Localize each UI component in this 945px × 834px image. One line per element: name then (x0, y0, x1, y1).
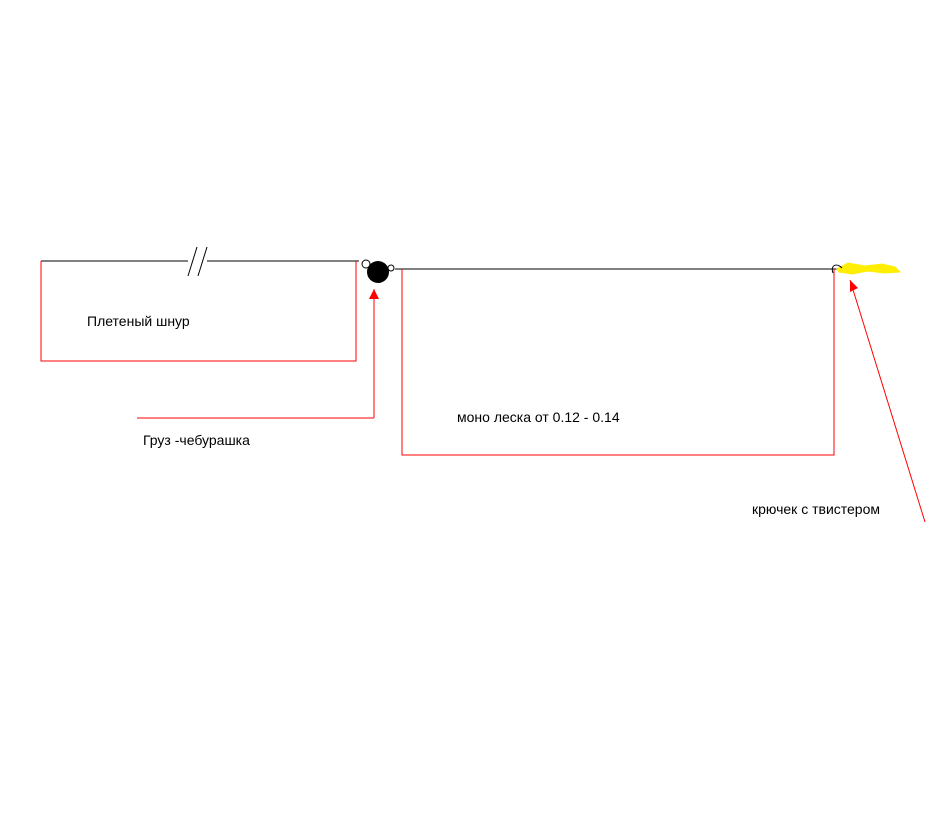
arrow-weight-head (369, 289, 379, 299)
label-braided-line: Плетеный шнур (87, 313, 190, 329)
label-weight: Груз -чебурашка (143, 432, 250, 448)
weight-ring-right (388, 265, 394, 271)
label-mono-line: моно леска от 0.12 - 0.14 (457, 409, 620, 425)
arrow-lure-head (850, 280, 858, 292)
cheburashka-weight (367, 261, 389, 283)
arrow-lure-shaft (850, 280, 925, 522)
bracket-mono (402, 269, 834, 455)
twister-lure (837, 263, 900, 274)
line-break-symbol (198, 247, 207, 276)
label-lure: крючек с твистером (752, 501, 880, 517)
line-break-symbol (188, 247, 197, 276)
